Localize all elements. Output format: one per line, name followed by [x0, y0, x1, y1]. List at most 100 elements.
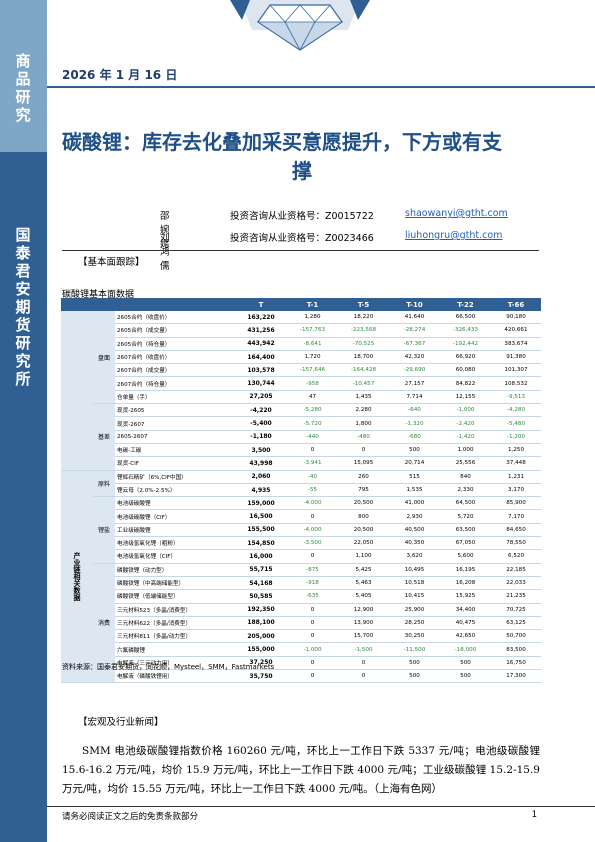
value-cell: 83,500 [491, 642, 541, 657]
value-cell: 0 [287, 656, 338, 671]
value-cell: -635 [287, 589, 338, 604]
value-cell: 16,195 [440, 563, 491, 577]
row-label-cell: 工业级碳酸锂 [115, 523, 235, 538]
value-cell: -164,428 [338, 363, 389, 378]
table-row: 三元材料523（多晶/消费型） 192,350 0 12,900 25,900 34,40… [61, 603, 541, 617]
value-cell: 2,280 [338, 403, 389, 418]
value-cell: 35,750 [235, 669, 287, 684]
row-label-cell: 2605-2607 [115, 430, 235, 444]
value-cell: 1,000 [440, 443, 491, 458]
row-label-cell: 2607合约（成交量） [115, 363, 235, 378]
row-label-cell: 锂云母（2.0%-2.5%） [115, 483, 235, 498]
value-cell: 64,500 [440, 496, 491, 511]
value-cell: 20,500 [338, 496, 389, 511]
sidebar-company-char: 国 [15, 226, 32, 244]
value-cell: -9,513 [491, 390, 541, 405]
value-cell: 383,674 [491, 337, 541, 351]
value-cell: 0 [338, 443, 389, 458]
value-cell: 2,060 [235, 470, 287, 484]
value-cell: 41,000 [389, 496, 440, 511]
column-header: T-22 [440, 298, 491, 311]
news-paragraph: SMM 电池级碳酸锂指数价格 160260 元/吨，环比上一工作日下跌 5337… [62, 745, 540, 795]
value-cell: 18,700 [338, 350, 389, 365]
table-row: 电池级氢氧化锂（粗粉） 154,850 -3,500 22,050 40,350 67,0… [61, 536, 541, 551]
table-row: 2607合约（收盘价） 164,400 1,720 18,700 42,320 66,92… [61, 350, 541, 365]
column-header: T [235, 298, 287, 311]
page-title: 碳酸锂：库存去化叠加采买意愿提升，下方或有支 撑 [62, 128, 542, 183]
value-cell: 1,720 [287, 350, 338, 365]
value-cell: -5,280 [287, 403, 338, 418]
value-cell: 6,520 [491, 549, 541, 564]
value-cell: 25,556 [440, 456, 491, 471]
table-row: 2607合约（持仓量） 130,744 -958 -10,457 27,157 84,82… [61, 376, 541, 391]
value-cell: -3,941 [287, 456, 338, 471]
analyst-email-link[interactable]: shaowanyi@gtht.com [405, 208, 508, 219]
value-cell: -1,000 [440, 403, 491, 418]
value-cell: -1,320 [389, 416, 440, 431]
table-row: 磷酸铁锂（中高端储能型） 54,168 -918 5,463 10,518 16,208 2… [61, 576, 541, 591]
value-cell: 0 [287, 669, 338, 684]
value-cell: -440 [287, 430, 338, 444]
value-cell: 154,850 [235, 536, 287, 551]
sidebar-top-label: 商品研究 [0, 52, 47, 124]
value-cell: 21,235 [491, 589, 541, 604]
value-cell: 5,720 [440, 509, 491, 524]
value-cell: -480 [338, 430, 389, 444]
value-cell: -1,420 [440, 430, 491, 444]
value-cell: 188,100 [235, 616, 287, 631]
value-cell: -918 [287, 576, 338, 591]
value-cell: -10,457 [338, 376, 389, 391]
column-header: T-10 [389, 298, 440, 311]
table-row: 电解液（三元动力用） 37,250 0 0 500 500 16,750 [61, 656, 541, 671]
column-header [115, 298, 235, 311]
value-cell: 260 [338, 470, 389, 484]
value-cell: 500 [440, 656, 491, 671]
value-cell: 1,280 [287, 311, 338, 325]
report-date: 2026 年 1 月 16 日 [62, 68, 178, 82]
row-label-cell: 2605合约（持仓量） [115, 337, 235, 351]
value-cell: 1,535 [389, 483, 440, 498]
subgroup-cell: 基差 [93, 403, 115, 471]
value-cell: 78,550 [491, 536, 541, 551]
page-number: 1 [531, 810, 537, 820]
value-cell: 1,435 [338, 390, 389, 405]
value-cell: -640 [389, 403, 440, 418]
value-cell: 2,930 [389, 509, 440, 524]
value-cell: 515 [389, 470, 440, 484]
value-cell: 22,185 [491, 563, 541, 577]
value-cell: 164,400 [235, 350, 287, 365]
analyst-email-link[interactable]: liuhongru@gtht.com [405, 230, 503, 241]
table-row: 2605合约（持仓量） 443,942 -8,641 -70,525 -67,367 -1… [61, 337, 541, 351]
table-row: 现货-2607 -5,400 -5,720 1,800 -1,320 -2,420 -5,4… [61, 416, 541, 431]
analyst-cert: 投资咨询从业资格号：Z0023466 [230, 233, 374, 244]
value-cell: 155,500 [235, 523, 287, 538]
title-line-1: 碳酸锂：库存去化叠加采买意愿提升，下方或有支 [62, 130, 502, 154]
value-cell: 40,475 [440, 616, 491, 631]
row-label-cell: 现货-2605 [115, 403, 235, 418]
table-row: 工业级碳酸锂 155,500 -4,000 20,500 40,500 63,500 84,… [61, 523, 541, 538]
value-cell: 840 [440, 470, 491, 484]
sidebar-top-char: 究 [15, 106, 32, 124]
table-row: 消费 磷酸铁锂（动力型） 55,715 -875 5,425 10,495 16,195 22… [61, 563, 541, 684]
value-cell: 50,585 [235, 589, 287, 604]
value-cell: 3,500 [235, 443, 287, 458]
value-cell: 37,250 [235, 656, 287, 671]
value-cell: 22,050 [338, 536, 389, 551]
sidebar: 商品研究 国泰君安期货研究所 [0, 0, 47, 842]
value-cell: 20,714 [389, 456, 440, 471]
value-cell: 42,320 [389, 350, 440, 365]
value-cell: 13,900 [338, 616, 389, 631]
row-label-cell: 2605合约（收盘价） [115, 311, 235, 325]
sidebar-company-char: 研 [15, 334, 32, 352]
row-label-cell: 电解液（磷酸铁锂用） [115, 669, 235, 684]
value-cell: 40,350 [389, 536, 440, 551]
value-cell: 42,650 [440, 629, 491, 644]
row-label-cell: 三元材料523（多晶/消费型） [115, 603, 235, 617]
row-label-cell: 锂辉石精矿（6%,CIF中国） [115, 470, 235, 484]
value-cell: -5,400 [235, 416, 287, 431]
value-cell: 54,168 [235, 576, 287, 591]
table-row: 电碳-工碳 3,500 0 0 500 1,000 1,250 [61, 443, 541, 458]
sidebar-top-band [0, 0, 47, 152]
section-heading-fundamentals: 【基本面跟踪】 [78, 257, 145, 268]
row-label-cell: 三元材料811（多晶/动力型） [115, 629, 235, 644]
